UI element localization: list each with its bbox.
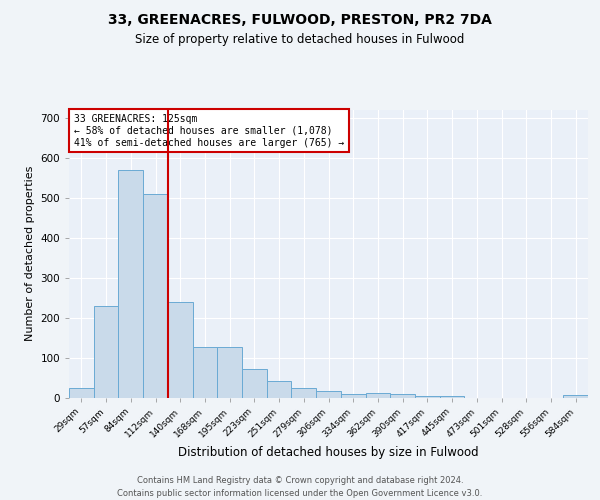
Bar bbox=[242, 369, 267, 398]
Bar bbox=[390, 394, 415, 398]
Bar bbox=[69, 388, 94, 398]
Text: Size of property relative to detached houses in Fulwood: Size of property relative to detached ho… bbox=[136, 32, 464, 46]
X-axis label: Distribution of detached houses by size in Fulwood: Distribution of detached houses by size … bbox=[178, 446, 479, 458]
Bar bbox=[118, 170, 143, 398]
Bar bbox=[217, 347, 242, 398]
Text: Contains HM Land Registry data © Crown copyright and database right 2024.
Contai: Contains HM Land Registry data © Crown c… bbox=[118, 476, 482, 498]
Bar bbox=[143, 194, 168, 398]
Bar bbox=[193, 347, 217, 398]
Y-axis label: Number of detached properties: Number of detached properties bbox=[25, 166, 35, 342]
Bar bbox=[267, 380, 292, 398]
Bar bbox=[365, 392, 390, 398]
Bar bbox=[341, 394, 365, 398]
Bar bbox=[440, 396, 464, 398]
Text: 33, GREENACRES, FULWOOD, PRESTON, PR2 7DA: 33, GREENACRES, FULWOOD, PRESTON, PR2 7D… bbox=[108, 12, 492, 26]
Bar bbox=[94, 306, 118, 398]
Bar bbox=[292, 388, 316, 398]
Bar bbox=[415, 396, 440, 398]
Bar bbox=[563, 394, 588, 398]
Text: 33 GREENACRES: 125sqm
← 58% of detached houses are smaller (1,078)
41% of semi-d: 33 GREENACRES: 125sqm ← 58% of detached … bbox=[74, 114, 344, 148]
Bar bbox=[316, 390, 341, 398]
Bar bbox=[168, 302, 193, 398]
